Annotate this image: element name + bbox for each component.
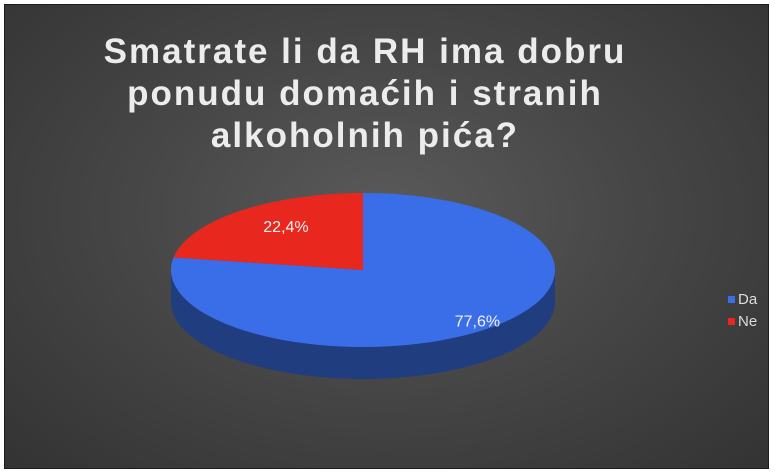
legend-swatch-ne bbox=[728, 317, 735, 325]
pie-side-walls bbox=[171, 270, 555, 379]
legend-label-da: Da bbox=[738, 290, 758, 308]
legend-label-ne: Ne bbox=[738, 312, 758, 330]
legend: Da Ne bbox=[728, 288, 757, 332]
data-label-da: 77,6% bbox=[455, 313, 500, 330]
chart-area: Smatrate li da RH ima dobru ponudu domać… bbox=[4, 4, 769, 469]
legend-swatch-da bbox=[728, 295, 735, 303]
pie-chart: 77,6% 22,4% bbox=[171, 193, 555, 379]
legend-item-ne: Ne bbox=[728, 310, 757, 332]
legend-item-da: Da bbox=[728, 288, 757, 310]
pie-slice-ne bbox=[173, 193, 363, 270]
chart-title: Smatrate li da RH ima dobru ponudu domać… bbox=[103, 32, 627, 155]
data-label-ne: 22,4% bbox=[263, 219, 308, 236]
pie-side-da bbox=[171, 270, 555, 379]
